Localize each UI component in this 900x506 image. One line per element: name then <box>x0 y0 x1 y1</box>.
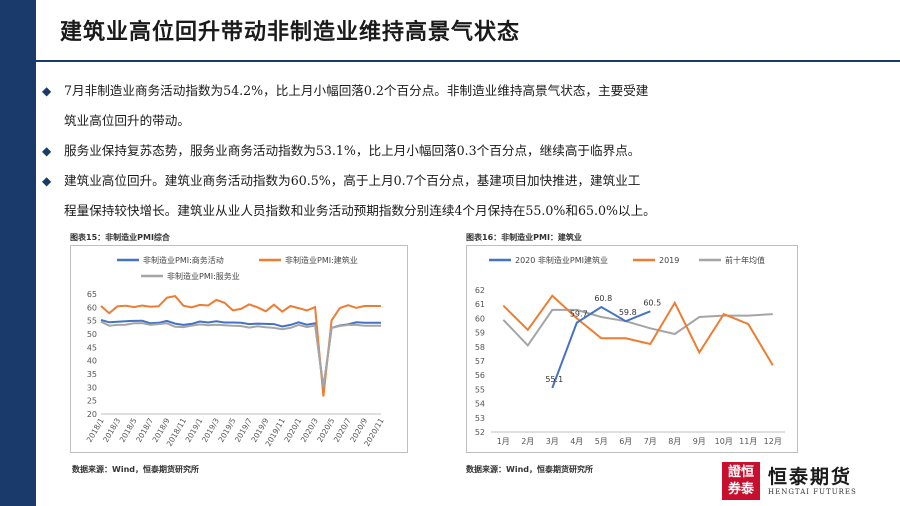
x-tick-label: 8月 <box>668 437 681 446</box>
y-tick-label: 20 <box>87 410 97 419</box>
data-label: 59.7 <box>570 310 588 319</box>
logo-seal-icon: 證恒 券泰 <box>722 462 760 500</box>
y-tick-label: 61 <box>475 300 485 309</box>
y-tick-label: 65 <box>87 290 97 299</box>
y-tick-label: 50 <box>87 330 97 339</box>
y-tick-label: 55 <box>475 385 485 394</box>
legend-label: 前十年均值 <box>725 255 765 265</box>
chart2-source: 数据来源：Wind，恒泰期货研究所 <box>466 465 593 474</box>
x-tick-label: 4月 <box>570 437 583 446</box>
slide-title: 建筑业高位回升带动非制造业维持高景气状态 <box>60 20 521 45</box>
bullet-text-continued: 程量保持较快增长。建筑业从业人员指数和业务活动预期指数分别连续4个月保持在55.… <box>64 203 656 218</box>
bullet-text: 7月非制造业商务活动指数为54.2%，比上月小幅回落0.2个百分点。非制造业维持… <box>64 83 649 98</box>
chart2-svg: 2020 非制造业PMI建筑业 2019 前十年均值 52 53 54 55 56 57 58 59… <box>475 255 785 446</box>
series-line <box>100 318 381 389</box>
chart1-source: 数据来源：Wind，恒泰期货研究所 <box>72 465 199 474</box>
bullet-item: ◆ 服务业保持复苏态势，服务业商务活动指数为53.1%，比上月小幅回落0.3个百… <box>40 136 890 166</box>
diamond-bullet-icon: ◆ <box>42 174 52 188</box>
bullet-text-continued: 筑业高位回升的带动。 <box>64 113 190 128</box>
data-label: 60.8 <box>594 294 612 303</box>
chart2-frame: 2020 非制造业PMI建筑业 2019 前十年均值 52 53 54 55 56 57 58 59… <box>466 245 798 453</box>
y-tick-label: 62 <box>475 286 485 295</box>
x-tick-label: 12月 <box>764 437 782 446</box>
chart1-frame: 非制造业PMI:商务活动 非制造业PMI:建筑业非制造业PMI:服务业 20 25 30… <box>70 245 408 453</box>
data-label: 55.1 <box>545 375 563 384</box>
y-tick-label: 52 <box>475 428 485 437</box>
bullet-item: ◆ 7月非制造业商务活动指数为54.2%，比上月小幅回落0.2个百分点。非制造业… <box>40 76 890 136</box>
series-line <box>551 305 651 389</box>
y-tick-label: 56 <box>475 371 485 380</box>
bullet-item: ◆ 建筑业高位回升。建筑业商务活动指数为60.5%，高于上月0.7个百分点，基建… <box>40 166 890 226</box>
y-tick-label: 53 <box>475 414 485 423</box>
data-label: 59.8 <box>619 308 637 317</box>
title-divider <box>36 60 900 62</box>
diamond-bullet-icon: ◆ <box>42 144 52 158</box>
x-tick-label: 10月 <box>715 437 733 446</box>
logo-english: HENGTAI FUTURES <box>768 488 857 496</box>
data-label: 60.5 <box>643 298 661 307</box>
x-tick-label: 11月 <box>739 437 757 446</box>
diamond-bullet-icon: ◆ <box>42 84 52 98</box>
x-tick-label: 5月 <box>595 437 608 446</box>
series-line <box>502 294 774 366</box>
bullet-text: 服务业保持复苏态势，服务业商务活动指数为53.1%，比上月小幅回落0.3个百分点… <box>64 143 641 158</box>
chart1-caption: 图表15：非制造业PMI综合 <box>70 233 170 242</box>
logo-name: 恒泰期货 <box>768 466 853 488</box>
series-line <box>100 295 381 397</box>
y-tick-label: 45 <box>87 343 97 352</box>
legend-label: 非制造业PMI:服务业 <box>167 271 240 281</box>
x-tick-label: 7月 <box>644 437 657 446</box>
x-tick-label: 9月 <box>693 437 706 446</box>
y-tick-label: 58 <box>475 343 485 352</box>
x-tick-label: 2月 <box>521 437 534 446</box>
company-logo: 證恒 券泰 恒泰期货 HENGTAI FUTURES <box>722 462 892 500</box>
x-tick-label: 6月 <box>619 437 632 446</box>
legend-label: 2019 <box>659 256 679 265</box>
bullet-list: ◆ 7月非制造业商务活动指数为54.2%，比上月小幅回落0.2个百分点。非制造业… <box>40 76 890 226</box>
legend-label: 非制造业PMI:商务活动 <box>143 255 224 265</box>
y-tick-label: 57 <box>475 357 485 366</box>
y-tick-label: 40 <box>87 357 97 366</box>
x-tick-label: 1月 <box>497 437 510 446</box>
y-tick-label: 25 <box>87 397 97 406</box>
bullet-text: 建筑业高位回升。建筑业商务活动指数为60.5%，高于上月0.7个百分点，基建项目… <box>64 173 641 188</box>
legend-label: 2020 非制造业PMI建筑业 <box>515 255 608 265</box>
left-accent-bar <box>0 0 36 506</box>
y-tick-label: 35 <box>87 370 97 379</box>
chart2-caption: 图表16：非制造业PMI：建筑业 <box>466 233 582 242</box>
y-tick-label: 60 <box>87 303 97 312</box>
y-tick-label: 55 <box>87 317 97 326</box>
series-line <box>100 320 381 388</box>
y-tick-label: 59 <box>475 329 485 338</box>
x-tick-label: 3月 <box>546 437 559 446</box>
y-tick-label: 60 <box>475 314 485 323</box>
y-tick-label: 30 <box>87 383 97 392</box>
legend-label: 非制造业PMI:建筑业 <box>285 255 358 265</box>
y-tick-label: 54 <box>475 400 485 409</box>
